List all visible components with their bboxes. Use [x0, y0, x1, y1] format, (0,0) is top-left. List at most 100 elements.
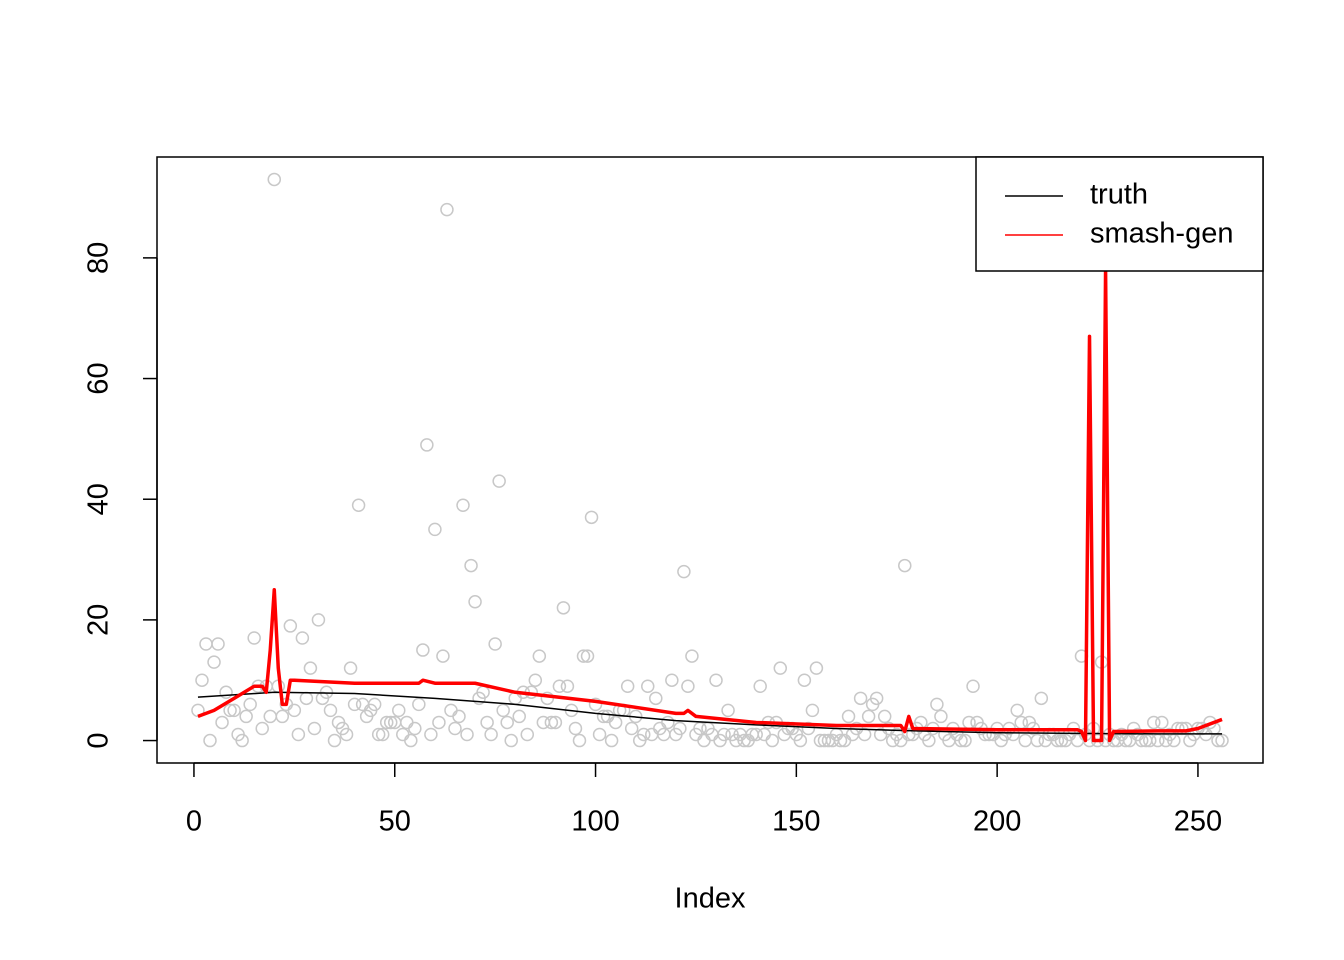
- data-point: [347, 697, 362, 712]
- data-point: [275, 709, 290, 724]
- data-point: [375, 727, 390, 742]
- data-point: [934, 709, 948, 724]
- data-point: [1070, 733, 1085, 748]
- data-point: [392, 703, 406, 718]
- y-tick-label: 0: [83, 732, 115, 748]
- data-point: [452, 709, 466, 724]
- x-axis-label: Index: [675, 883, 746, 915]
- legend-label: truth: [1090, 179, 1148, 211]
- x-tick-label: 150: [772, 806, 820, 838]
- data-point: [239, 709, 253, 724]
- data-point: [492, 474, 506, 488]
- data-point: [805, 703, 820, 718]
- data-point: [624, 721, 639, 736]
- data-point: [460, 727, 474, 742]
- data-point: [379, 715, 394, 730]
- data-point: [801, 721, 816, 736]
- data-point: [645, 727, 659, 742]
- data-point: [255, 721, 269, 736]
- data-point: [468, 595, 482, 609]
- data-point: [793, 733, 808, 748]
- data-point: [416, 643, 430, 657]
- data-point: [922, 733, 936, 748]
- data-point: [833, 733, 848, 748]
- data-point: [283, 619, 298, 633]
- data-point: [223, 703, 237, 718]
- data-point: [355, 697, 370, 712]
- data-point: [327, 733, 342, 748]
- data-point: [1034, 691, 1049, 706]
- data-point: [765, 733, 779, 748]
- data-point: [456, 498, 470, 513]
- data-point: [596, 709, 611, 724]
- data-point: [1118, 733, 1133, 748]
- data-point: [219, 685, 233, 700]
- data-point: [717, 727, 731, 742]
- data-point: [877, 709, 892, 724]
- data-point: [195, 673, 209, 687]
- data-point: [958, 733, 972, 748]
- data-point: [749, 727, 763, 742]
- data-point: [552, 679, 567, 694]
- data-point: [1018, 733, 1033, 748]
- data-point: [500, 715, 514, 730]
- x-tick-label: 250: [1174, 806, 1222, 838]
- data-point: [673, 721, 687, 736]
- data-point: [588, 697, 603, 712]
- data-point: [424, 727, 438, 742]
- data-point: [697, 733, 711, 748]
- data-point: [677, 564, 691, 579]
- data-point: [323, 703, 338, 718]
- data-point: [753, 679, 767, 694]
- data-point: [412, 697, 426, 712]
- data-point: [568, 721, 583, 736]
- data-point: [641, 679, 655, 694]
- data-point: [436, 649, 450, 663]
- data-point: [420, 438, 434, 452]
- series-line: [197, 268, 1223, 743]
- data-point: [661, 715, 675, 730]
- data-point: [440, 202, 454, 217]
- data-point: [966, 679, 980, 694]
- data-point: [709, 673, 723, 687]
- data-point: [496, 703, 510, 718]
- data-point: [1155, 715, 1169, 730]
- data-point: [954, 733, 968, 748]
- data-point: [383, 715, 398, 730]
- x-tick-label: 200: [973, 806, 1021, 838]
- data-point: [636, 727, 651, 742]
- data-point: [371, 727, 386, 742]
- data-point: [757, 727, 771, 742]
- data-point: [428, 522, 442, 537]
- data-point: [343, 661, 358, 675]
- data-point: [247, 631, 261, 645]
- data-point: [396, 727, 410, 742]
- data-point: [665, 673, 679, 687]
- data-point: [512, 709, 526, 724]
- x-tick-label: 50: [379, 806, 411, 838]
- data-point: [480, 715, 494, 730]
- data-point: [339, 727, 354, 742]
- data-point: [432, 715, 446, 730]
- data-point: [203, 733, 217, 748]
- data-point: [861, 709, 876, 724]
- legend-box: [975, 156, 1264, 272]
- data-point: [580, 649, 595, 663]
- data-point: [608, 715, 623, 730]
- data-point: [351, 498, 366, 513]
- data-point: [620, 679, 635, 694]
- data-point: [817, 733, 832, 748]
- data-point: [528, 673, 543, 687]
- data-point: [367, 697, 382, 712]
- y-tick-label: 80: [83, 242, 115, 274]
- data-point: [1147, 715, 1161, 730]
- data-point: [215, 715, 229, 730]
- data-point: [263, 709, 278, 724]
- x-tick-label: 0: [186, 806, 202, 838]
- data-point: [311, 613, 326, 627]
- data-point: [556, 601, 571, 615]
- data-point: [243, 697, 257, 712]
- data-point: [532, 649, 547, 663]
- data-point: [576, 649, 591, 663]
- data-point: [444, 703, 458, 718]
